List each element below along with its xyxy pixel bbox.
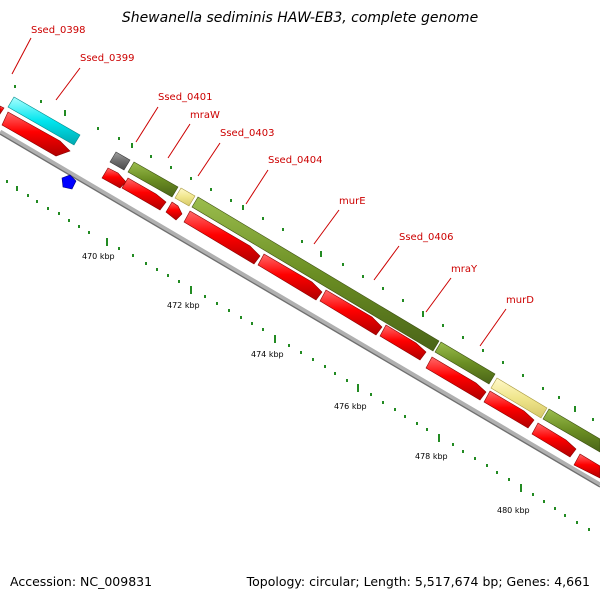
map-title: Shewanella sediminis HAW-EB3, complete g…: [121, 10, 479, 26]
gene-label-murd[interactable]: murD: [506, 295, 534, 306]
reverse-strand-track: [109, 151, 600, 453]
cds-red-8[interactable]: [319, 289, 383, 336]
kbp-label-474: 474 kbp: [251, 350, 284, 359]
kbp-label-478: 478 kbp: [415, 452, 448, 461]
cds-red-9[interactable]: [379, 324, 427, 361]
cds-red-13[interactable]: [573, 453, 600, 479]
cds-red-1[interactable]: [0, 105, 5, 115]
cds-mraw[interactable]: [174, 187, 196, 207]
gene-label-ssed-0399[interactable]: Ssed_0399: [80, 53, 135, 64]
cds-red-3[interactable]: [101, 167, 127, 189]
gene-label-ssed-0403[interactable]: Ssed_0403: [220, 128, 275, 139]
cds-red-5[interactable]: [165, 201, 183, 221]
gene-label-mure[interactable]: murE: [339, 196, 366, 207]
accession-text: Accession: NC_009831: [10, 574, 153, 589]
cds-red-11[interactable]: [483, 390, 535, 429]
gene-label-ssed-0404[interactable]: Ssed_0404: [268, 155, 323, 166]
cds-olive-long[interactable]: [191, 196, 440, 352]
kbp-label-476: 476 kbp: [334, 402, 367, 411]
gene-label-ssed-0406[interactable]: Ssed_0406: [399, 232, 454, 243]
cds-khaki[interactable]: [490, 377, 548, 419]
kbp-scale-labels: 470 kbp 472 kbp 474 kbp 476 kbp 478 kbp …: [82, 252, 530, 515]
outer-tick-track: [14, 85, 594, 421]
cds-red-4[interactable]: [121, 177, 167, 211]
cds-red-6[interactable]: [183, 210, 261, 265]
genome-summary-text: Topology: circular; Length: 5,517,674 bp…: [246, 574, 590, 589]
gene-label-ssed-0401[interactable]: Ssed_0401: [158, 92, 213, 103]
gene-label-mray[interactable]: mraY: [451, 264, 478, 275]
gene-labels: Ssed_0398 Ssed_0399 Ssed_0401 mraW Ssed_…: [31, 25, 534, 306]
cds-ssed-0401[interactable]: [127, 161, 179, 198]
gene-label-leaders: [11, 37, 507, 347]
cds-olive-mid[interactable]: [434, 341, 496, 385]
kbp-label-470: 470 kbp: [82, 252, 115, 261]
blue-feature-marker[interactable]: [61, 174, 77, 190]
gene-label-ssed-0398[interactable]: Ssed_0398: [31, 25, 86, 36]
cds-red-10[interactable]: [425, 356, 487, 401]
cds-red-12[interactable]: [531, 422, 577, 458]
gene-label-mraw[interactable]: mraW: [190, 110, 220, 121]
cds-olive-end[interactable]: [542, 408, 600, 453]
cds-gray[interactable]: [109, 151, 131, 171]
inner-tick-track: [6, 180, 590, 531]
cds-cyan[interactable]: [7, 96, 81, 146]
kbp-label-480: 480 kbp: [497, 506, 530, 515]
kbp-label-472: 472 kbp: [167, 301, 200, 310]
cds-red-7[interactable]: [257, 253, 323, 301]
cds-red-2[interactable]: [1, 111, 71, 157]
genome-backbone: [0, 129, 600, 488]
highlight-track: [7, 96, 81, 146]
forward-strand-track: [0, 105, 600, 479]
